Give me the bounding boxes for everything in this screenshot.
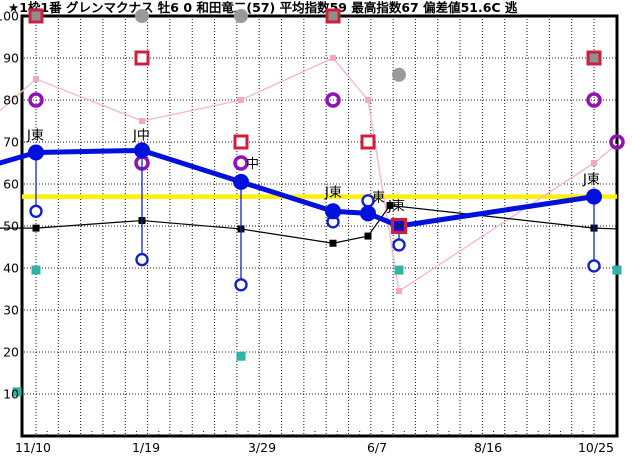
- x-tick-label: 1/19: [132, 440, 160, 455]
- black-marker: [32, 224, 40, 232]
- y-tick-label: 30: [3, 303, 19, 318]
- black-marker: [386, 201, 394, 209]
- y-tick-label: 90: [3, 51, 19, 66]
- index-point: [28, 144, 44, 161]
- venue-label: J東: [387, 198, 405, 214]
- x-tick-label: 6/7: [367, 440, 387, 455]
- red-square-marker: [233, 134, 249, 150]
- y-tick-label: 60: [3, 177, 19, 192]
- plot-border: [20, 14, 619, 438]
- pink-marker: [238, 97, 244, 103]
- venue-label: 東: [372, 189, 385, 205]
- pink-marker: [330, 55, 336, 61]
- y-tick-label: 10: [3, 387, 19, 402]
- y-tick-label: 40: [3, 261, 19, 276]
- gray-dot: [392, 67, 406, 82]
- labels-layer: J東J中中J東東J東J東10090807060504030201011/101/…: [0, 9, 614, 456]
- x-tick-label: 11/10: [15, 440, 51, 455]
- red-square-marker: [325, 8, 341, 24]
- venue-label: 中: [246, 157, 259, 172]
- teal-square: [31, 265, 41, 275]
- red-square-marker: [586, 50, 602, 66]
- red-square-marker: [28, 8, 44, 24]
- index-point: [134, 142, 150, 159]
- purple-ring-marker: [609, 134, 625, 150]
- index-sub-point: [392, 238, 406, 252]
- index-sub-point: [29, 204, 43, 219]
- series-layer: [0, 8, 625, 397]
- x-tick-label: 8/16: [474, 440, 502, 455]
- teal-square: [236, 351, 246, 361]
- chart-title: ★1枠1番 グレンマクナス 牡6 0 和田竜二(57) 平均指数59 最高指数6…: [8, 0, 518, 15]
- black-marker: [364, 232, 372, 240]
- teal-square: [12, 387, 22, 397]
- gray-dot: [234, 9, 248, 23]
- x-tick-label: 3/29: [248, 440, 276, 455]
- red-square-overlay: [390, 217, 408, 235]
- red-square-marker: [134, 50, 150, 66]
- index-point: [586, 188, 602, 205]
- black-marker: [329, 239, 337, 247]
- pink-marker: [365, 97, 371, 103]
- index-sub-point: [587, 259, 601, 273]
- index-sub-point: [135, 252, 149, 267]
- venue-label: J東: [582, 172, 600, 188]
- index-point: [360, 205, 376, 222]
- teal-square: [394, 265, 404, 275]
- pink-marker: [591, 160, 597, 166]
- grid-layer: [21, 16, 618, 436]
- purple-ring-marker: [28, 92, 44, 108]
- x-tick-label: 10/25: [578, 440, 614, 455]
- red-square-marker: [360, 134, 376, 150]
- black-line: [0, 204, 619, 244]
- y-tick-label: 70: [3, 135, 19, 150]
- teal-square: [612, 265, 622, 275]
- index-sub-point: [234, 278, 248, 292]
- y-tick-label: 20: [3, 345, 19, 360]
- gray-dot: [135, 9, 149, 23]
- purple-ring-marker: [586, 92, 602, 108]
- border-layer: [20, 14, 619, 438]
- pink-marker: [396, 288, 402, 295]
- venue-label: J東: [26, 128, 44, 144]
- overlay-center-dot: [397, 224, 401, 228]
- pink-line: [0, 57, 618, 293]
- venue-label: J中: [132, 128, 150, 143]
- y-tick-label: 80: [3, 93, 19, 108]
- index-point: [325, 203, 341, 220]
- pink-marker: [33, 76, 39, 82]
- purple-ring-marker: [325, 92, 341, 108]
- y-tick-label: 50: [3, 219, 19, 234]
- purple-ring-marker: [233, 155, 249, 171]
- venue-label: J東: [324, 184, 342, 200]
- index-point: [233, 173, 249, 190]
- y-tick-label: 100: [0, 9, 19, 24]
- pink-marker: [139, 118, 145, 124]
